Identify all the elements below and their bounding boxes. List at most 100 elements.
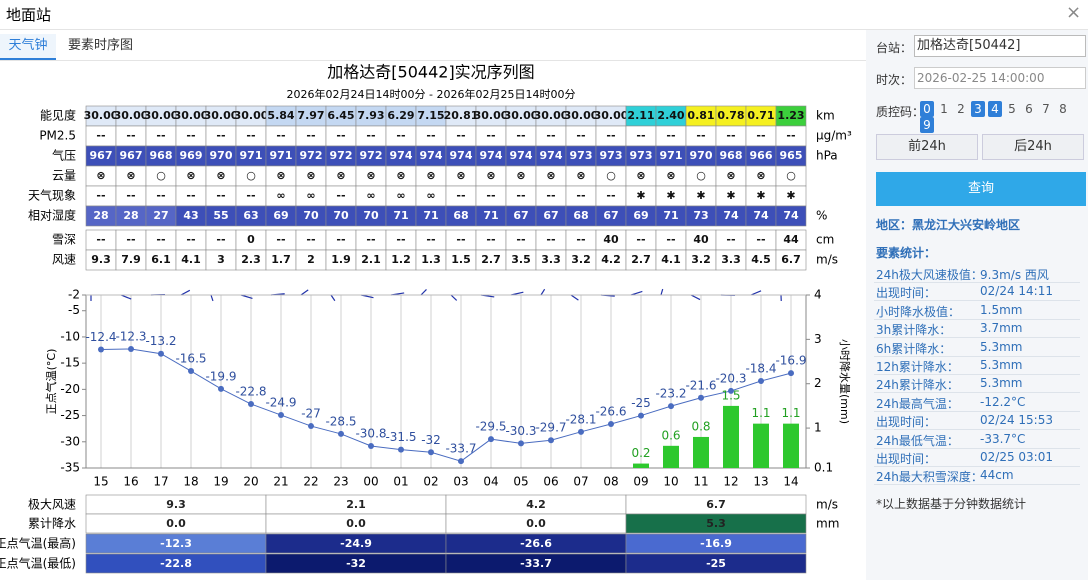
wind-barb [750,290,762,296]
y2-tick-label: 4 [814,288,822,302]
station-input[interactable]: 加格达奇[50442] [914,35,1086,57]
separator [874,355,1080,357]
query-button[interactable]: 查询 [876,172,1086,206]
cell-value: 1.23 [777,109,804,122]
x-tick-label: 14 [783,475,798,489]
temp-point [158,350,164,357]
cell-value: -- [396,233,405,246]
cell-value: 6.1 [151,253,171,266]
x-tick-label: 11 [693,475,708,489]
y-tick-label: -10 [60,329,80,343]
cell-value: ⊗ [186,169,195,182]
cell-value: -- [456,129,465,142]
cell-value: 6.7 [706,498,726,511]
wind-barb [450,294,458,301]
cell-value: 55 [213,209,228,222]
wind-barb [570,294,579,301]
x-tick-label: 22 [303,475,318,489]
cell-value: -22.8 [160,557,192,570]
cell-value: -- [666,233,675,246]
cell-value: -- [336,189,345,202]
cell-value: -- [486,129,495,142]
cell-value: ✱ [696,189,705,202]
cell-value: ⊗ [756,169,765,182]
chart-title: 加格达奇[50442]实况序列图 [327,63,534,82]
next-button[interactable]: 后24h [982,134,1084,160]
x-tick-label: 04 [483,475,498,489]
cell-value: 30.00 [504,109,539,122]
qc-code[interactable]: 4 [988,101,1002,117]
tab[interactable]: 要素时序图 [68,38,134,53]
qc-code[interactable]: 2 [957,102,965,116]
prev-button[interactable]: 前24h [876,134,978,160]
data-label: -29.5 [475,420,506,434]
qc-code[interactable]: 8 [1059,102,1067,116]
cell-value: -- [366,129,375,142]
stat-label: 出现时间： [876,452,937,466]
cell-value: 971 [270,149,293,162]
time-input[interactable]: 2026-02-25 14:00:00 [914,67,1086,89]
temp-point [668,403,674,410]
cell [775,205,807,227]
cell-value: -- [516,129,525,142]
unit: % [816,209,827,223]
x-tick-label: 00 [363,475,378,489]
row-label: 天气现象 [28,188,76,203]
stat-value: 44cm [980,468,1014,483]
data-label: -32 [421,433,441,447]
separator [874,300,1080,302]
cell-value: 4.5 [751,253,771,266]
data-label: -33.7 [445,442,476,456]
cell-value: 0.81 [687,109,714,122]
temp-point [338,430,344,437]
close-button[interactable]: × [1066,2,1082,23]
x-tick-label: 17 [153,475,168,489]
cell-value: 0 [247,233,255,246]
separator [874,447,1080,449]
separator [874,484,1080,486]
cell-value: -33.7 [520,557,552,570]
cell-value: 974 [480,149,503,162]
tab[interactable]: 天气钟 [0,34,56,60]
qc-code[interactable]: 6 [1025,102,1033,116]
y-tick-label: -25 [60,408,80,422]
data-label: -28.5 [325,414,356,428]
cell-value: 3 [217,253,225,266]
chart-subtitle: 2026年02月24日14时00分 - 2026年02月25日14时00分 [287,87,576,101]
data-label: -27 [301,407,321,421]
cell-value: 30.00 [474,109,509,122]
cell-value: 2.7 [631,253,651,266]
temp-point [728,387,734,394]
x-tick-label: 09 [633,475,648,489]
cell-value: 971 [240,149,263,162]
data-label: -23.2 [655,387,686,401]
qc-code[interactable]: 1 [940,102,948,116]
unit: cm [816,233,834,247]
cell-value: 0.0 [346,517,366,530]
data-label: -18.4 [745,361,776,375]
qc-code[interactable]: 9 [920,117,934,133]
temp-point [698,394,704,401]
stat-label: 6h累计降水： [876,341,952,356]
qc-code[interactable]: 5 [1008,102,1016,116]
separator [874,410,1080,412]
precip-bar [723,405,739,468]
cell-value: ✱ [786,189,795,202]
cell-value: 70 [333,209,349,222]
cell-value: ○ [786,169,796,182]
cell-value: -- [126,189,135,202]
cell-value: ⊗ [726,169,735,182]
qc-code[interactable]: 0 [920,101,934,117]
cell-value: 67 [603,209,618,222]
cell-value: -- [636,129,645,142]
cell-value: ⊗ [366,169,375,182]
qc-code[interactable]: 3 [971,101,985,117]
cell-value: -- [546,129,555,142]
cell-value: ✱ [726,189,735,202]
cell-value: 7.15 [417,109,444,122]
data-label: -19.9 [205,369,236,383]
cell-value: 3.3 [541,253,561,266]
cell-value: 30.00 [204,109,239,122]
cell-value: -- [156,233,165,246]
qc-code[interactable]: 7 [1042,102,1050,116]
